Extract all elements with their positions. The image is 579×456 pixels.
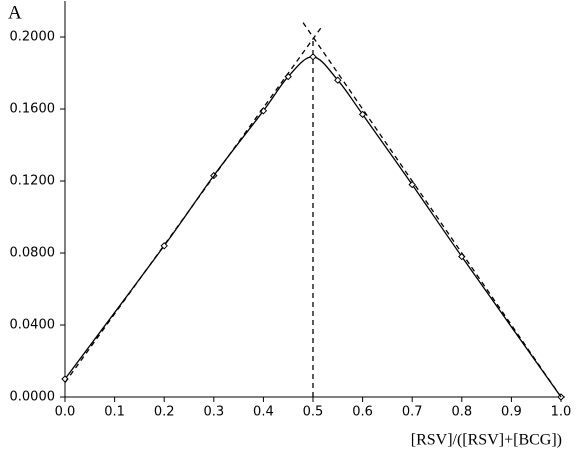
x-tick-label: 0.9	[501, 405, 522, 420]
y-tick-label: 0.0800	[10, 246, 56, 261]
x-tick-label: 0.0	[55, 405, 76, 420]
x-tick-label: 0.3	[203, 405, 224, 420]
x-tick-label: 0.7	[402, 405, 423, 420]
x-tick-label: 0.1	[104, 405, 125, 420]
y-tick-label: 0.0400	[10, 318, 56, 333]
data-point	[408, 180, 416, 189]
x-tick-label: 1.0	[551, 405, 572, 420]
x-axis-label: [RSV]/([RSV]+[BCG])	[411, 432, 562, 449]
panel-label: A	[8, 2, 22, 23]
x-tick-label: 0.6	[352, 405, 373, 420]
y-tick-label: 0.2000	[10, 30, 56, 45]
data-point	[358, 110, 367, 119]
x-tick-label: 0.2	[154, 405, 175, 420]
y-tick-label: 0.1200	[10, 174, 56, 189]
x-tick-label: 0.4	[253, 405, 274, 420]
x-tick-label: 0.8	[451, 405, 472, 420]
data-line	[64, 24, 324, 383]
x-tick-label: 0.5	[303, 405, 324, 420]
data-line	[302, 22, 562, 398]
data-point	[334, 76, 342, 84]
y-tick-label: 0.1600	[10, 102, 56, 117]
y-tick-label: 0.0000	[10, 390, 56, 405]
